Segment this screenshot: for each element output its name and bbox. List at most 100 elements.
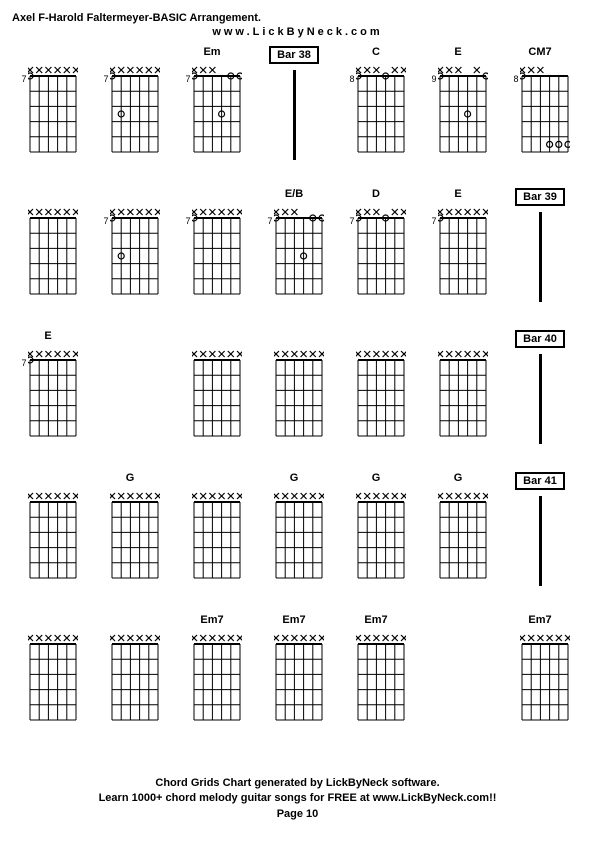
chord-label: Em7 [200,614,223,630]
chord-wrap: 8 [347,64,406,154]
chord-label: G [126,472,135,488]
chord-label: Em7 [528,614,551,630]
bar-divider [539,496,542,586]
bar-label: Bar 40 [515,330,565,348]
page-title: Axel F-Harold Faltermeyer-BASIC Arrangem… [12,12,583,24]
chord-wrap [19,206,78,296]
chord-label: E [454,46,461,62]
chord-diagram [438,206,488,296]
chord-diagram [274,348,324,438]
fret-number: 7 [101,216,109,226]
chord-cell: E7 [422,188,494,302]
chord-diagram [192,490,242,580]
chord-diagram [110,206,160,296]
chord-diagram [192,632,242,722]
chord-wrap [19,490,78,580]
chord-cell: G [340,472,412,586]
fret-number: 7 [429,216,437,226]
chord-cell: Bar 38 [258,46,330,160]
chord-cell [340,330,412,444]
chord-cell [176,472,248,586]
chord-label: E [44,330,51,346]
chord-wrap [265,632,324,722]
chord-cell [422,330,494,444]
chord-diagram [520,632,570,722]
chord-cell: Em7 [340,614,412,722]
chord-diagram [356,632,406,722]
fret-number: 7 [183,74,191,84]
chord-cell [94,614,166,722]
bar-divider [539,354,542,444]
chord-row: 77Em7Bar 38C8E9CM78 [12,46,583,160]
fret-number: 7 [101,74,109,84]
chord-wrap: 8 [511,64,570,154]
chord-label: C [372,46,380,62]
fret-number: 7 [183,216,191,226]
chord-cell: 7 [94,188,166,302]
chord-diagram [520,64,570,154]
chord-diagram [28,348,78,438]
chord-diagram [356,348,406,438]
chord-rows: 77Em7Bar 38C8E9CM7877E/B7D7E7Bar 39E7Bar… [12,46,583,722]
chord-diagram [356,206,406,296]
chord-cell [176,330,248,444]
chord-wrap: 9 [429,64,488,154]
chord-diagram [110,490,160,580]
chord-wrap [183,632,242,722]
chord-label: Em7 [282,614,305,630]
fret-number: 8 [347,74,355,84]
chord-diagram [438,490,488,580]
chord-wrap [101,490,160,580]
chord-label: E [454,188,461,204]
chord-diagram [356,64,406,154]
chord-label: G [372,472,381,488]
chord-diagram [438,64,488,154]
chord-row: E7Bar 40 [12,330,583,444]
fret-number: 8 [511,74,519,84]
chord-wrap: 7 [347,206,406,296]
chord-diagram [192,64,242,154]
footer-line1: Chord Grids Chart generated by LickByNec… [0,776,595,791]
chord-diagram [438,348,488,438]
chord-diagram [28,632,78,722]
chord-cell: E7 [12,330,84,444]
chord-wrap [429,348,488,438]
bar-divider [293,70,296,160]
chord-diagram [110,632,160,722]
fret-number: 7 [347,216,355,226]
chord-cell [94,330,166,444]
chord-label: D [372,188,380,204]
chord-label: G [454,472,463,488]
chord-cell: Bar 40 [504,330,576,444]
chord-wrap [511,632,570,722]
footer-page: Page 10 [0,807,595,822]
chord-diagram [28,490,78,580]
chord-cell: E/B7 [258,188,330,302]
chord-wrap: 7 [183,64,242,154]
bar-label: Bar 38 [269,46,319,64]
chord-wrap: 7 [19,64,78,154]
fret-number: 9 [429,74,437,84]
bar-label: Bar 39 [515,188,565,206]
chord-cell: Bar 39 [504,188,576,302]
chord-wrap: 7 [265,206,324,296]
footer: Chord Grids Chart generated by LickByNec… [0,776,595,822]
chord-diagram [274,632,324,722]
chord-cell: 7 [176,188,248,302]
chord-row: 77E/B7D7E7Bar 39 [12,188,583,302]
chord-wrap [347,348,406,438]
chord-cell: D7 [340,188,412,302]
chord-wrap: 7 [19,348,78,438]
chord-cell [12,188,84,302]
chord-wrap [183,348,242,438]
chord-diagram [356,490,406,580]
fret-number: 7 [19,74,27,84]
chord-wrap [265,348,324,438]
chord-wrap: 7 [101,64,160,154]
chord-diagram [28,206,78,296]
footer-line2: Learn 1000+ chord melody guitar songs fo… [0,791,595,806]
chord-cell: Em7 [176,46,248,160]
chord-wrap: 7 [183,206,242,296]
chord-cell: C8 [340,46,412,160]
chord-wrap [429,490,488,580]
